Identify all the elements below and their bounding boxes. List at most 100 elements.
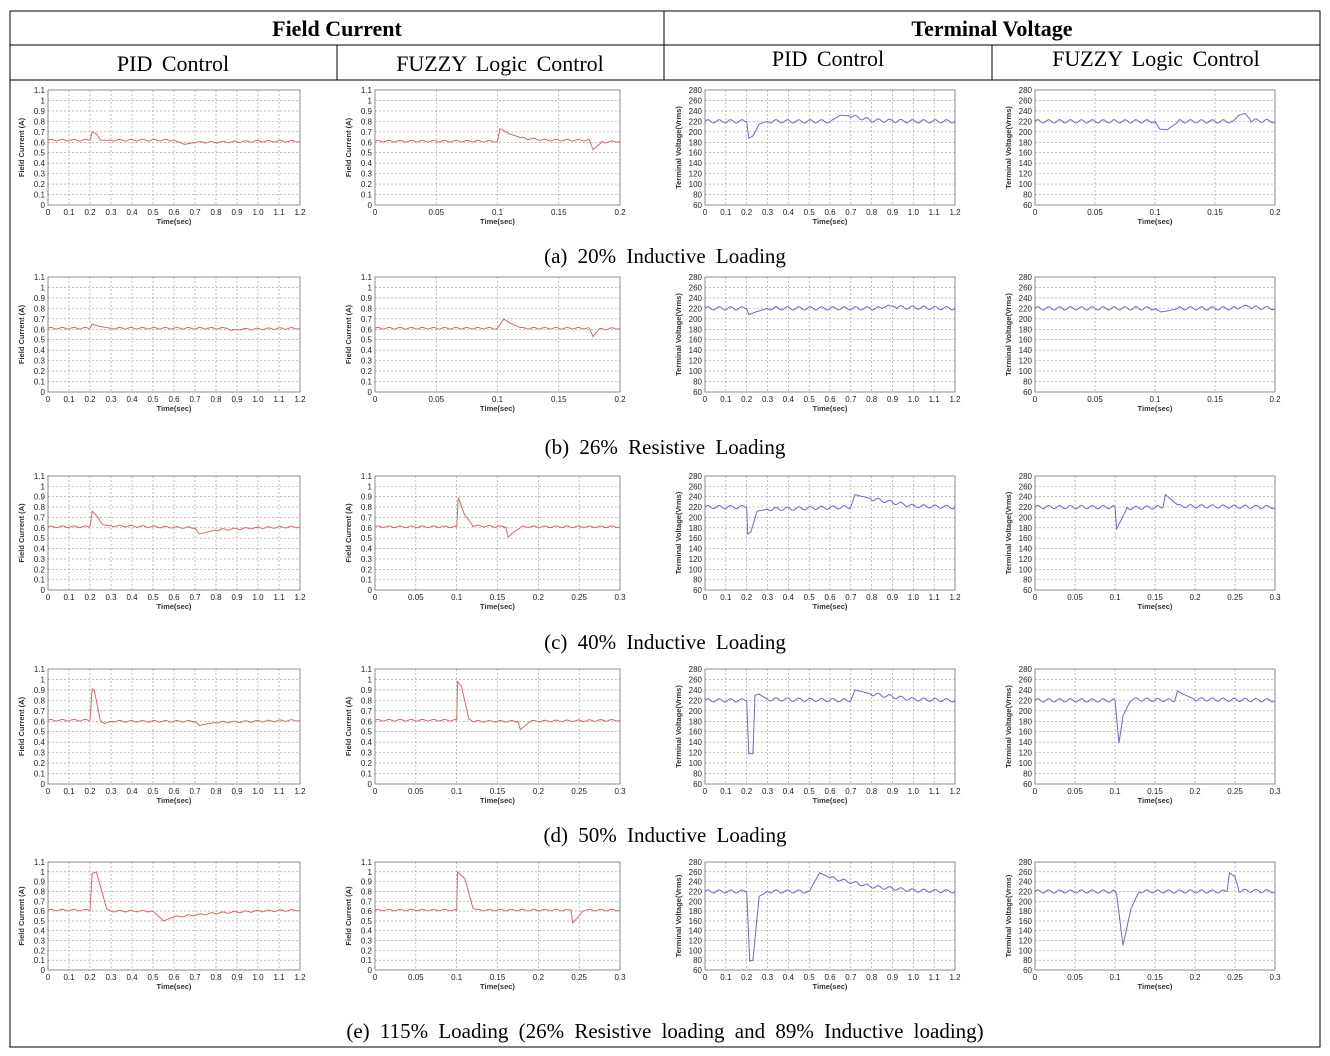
x-axis-label: Time(sec) xyxy=(1138,404,1173,413)
x-tick-label: 0.7 xyxy=(189,395,201,404)
x-tick-label: 0.1 xyxy=(63,208,75,217)
x-tick-label: 0.1 xyxy=(451,787,463,796)
x-tick-label: 0.1 xyxy=(63,395,75,404)
x-tick-label: 0.7 xyxy=(845,593,857,602)
x-tick-label: 0.2 xyxy=(84,395,96,404)
x-axis-label: Time(sec) xyxy=(480,217,515,226)
x-tick-label: 1.2 xyxy=(294,973,306,982)
y-tick-label: 0.5 xyxy=(34,149,46,158)
x-tick-label: 0 xyxy=(46,787,51,796)
y-tick-label: 0.9 xyxy=(361,686,373,695)
y-tick-label: 120 xyxy=(1019,170,1033,179)
plot-frame xyxy=(1034,861,1276,971)
x-tick-label: 0.1 xyxy=(63,787,75,796)
y-tick-label: 0.8 xyxy=(361,887,373,896)
y-tick-label: 280 xyxy=(689,665,703,674)
x-tick-label: 0.5 xyxy=(147,787,159,796)
y-axis-label: Terminal Voltage(Vrms) xyxy=(674,106,683,189)
x-tick-label: 0.1 xyxy=(1149,395,1161,404)
x-tick-label: 0 xyxy=(46,395,51,404)
x-tick-label: 0.1 xyxy=(1109,593,1121,602)
plot-frame xyxy=(374,668,621,785)
y-tick-label: 0 xyxy=(41,966,46,975)
header-pid-field: PID Control xyxy=(117,51,229,76)
y-tick-label: 0.8 xyxy=(361,503,373,512)
field-current-series-line xyxy=(47,871,301,922)
y-tick-label: 0.3 xyxy=(34,357,46,366)
x-tick-label: 0.9 xyxy=(231,593,243,602)
y-tick-label: 1 xyxy=(41,96,46,105)
y-tick-label: 160 xyxy=(689,728,703,737)
y-axis-label: Terminal Voltage(Vrms) xyxy=(674,293,683,376)
y-tick-label: 240 xyxy=(1019,294,1033,303)
caption-b: (b) 26% Resistive Loading xyxy=(545,435,786,459)
x-tick-label: 0.05 xyxy=(1067,973,1083,982)
field-current-series-line xyxy=(47,323,301,331)
x-tick-label: 0.1 xyxy=(1149,208,1161,217)
y-tick-label: 0.1 xyxy=(34,770,46,779)
x-tick-label: 0 xyxy=(703,395,708,404)
y-tick-label: 80 xyxy=(693,770,702,779)
y-tick-label: 0.1 xyxy=(361,191,373,200)
x-tick-label: 0.05 xyxy=(1067,593,1083,602)
x-tick-label: 0 xyxy=(46,593,51,602)
x-tick-label: 1.0 xyxy=(252,395,264,404)
y-tick-label: 0 xyxy=(41,388,46,397)
x-tick-label: 1.0 xyxy=(252,973,264,982)
y-tick-label: 1.1 xyxy=(34,86,46,95)
x-tick-label: 0.6 xyxy=(168,395,180,404)
chart-3-0: 00.10.20.30.40.50.60.70.80.911.10 0.1 0.2 0… xyxy=(17,665,306,805)
y-tick-label: 240 xyxy=(1019,107,1033,116)
y-tick-label: 220 xyxy=(689,117,703,126)
y-tick-label: 1.1 xyxy=(34,665,46,674)
x-tick-label: 0.2 xyxy=(84,593,96,602)
y-axis-label: Terminal Voltage(Vrms) xyxy=(1004,293,1013,376)
y-axis-label: Field Current (A) xyxy=(344,886,353,946)
y-tick-label: 280 xyxy=(1019,273,1033,282)
y-tick-label: 0.2 xyxy=(34,759,46,768)
y-tick-label: 0.5 xyxy=(361,917,373,926)
y-tick-label: 200 xyxy=(1019,707,1033,716)
x-tick-label: 1.2 xyxy=(294,593,306,602)
y-tick-label: 220 xyxy=(689,304,703,313)
x-tick-label: 0.25 xyxy=(571,787,587,796)
y-tick-label: 0 xyxy=(41,780,46,789)
plot-frame xyxy=(47,668,301,785)
x-tick-label: 0.05 xyxy=(1067,787,1083,796)
terminal-voltage-series-line xyxy=(1034,112,1276,131)
y-tick-label: 1 xyxy=(41,675,46,684)
y-tick-label: 120 xyxy=(689,170,703,179)
terminal-voltage-series-line xyxy=(704,304,956,316)
x-tick-label: 1.0 xyxy=(908,208,920,217)
y-tick-label: 180 xyxy=(1019,717,1033,726)
x-tick-label: 1.0 xyxy=(908,395,920,404)
y-tick-label: 0.6 xyxy=(361,138,373,147)
x-tick-label: 0.15 xyxy=(490,787,506,796)
y-tick-label: 80 xyxy=(1023,956,1032,965)
x-tick-label: 0.9 xyxy=(231,787,243,796)
y-tick-label: 0 xyxy=(41,586,46,595)
x-axis-label: Time(sec) xyxy=(480,982,515,991)
x-axis-label: Time(sec) xyxy=(480,404,515,413)
x-tick-label: 0.2 xyxy=(741,208,753,217)
y-tick-label: 140 xyxy=(689,346,703,355)
y-tick-label: 0.2 xyxy=(34,565,46,574)
y-tick-label: 0.2 xyxy=(34,180,46,189)
y-axis-label: Terminal Voltage(Vrms) xyxy=(1004,491,1013,574)
x-tick-label: 1.2 xyxy=(294,208,306,217)
field-current-series-line xyxy=(374,497,621,539)
x-tick-label: 0.9 xyxy=(231,395,243,404)
x-tick-label: 1.2 xyxy=(949,787,961,796)
y-tick-label: 160 xyxy=(1019,149,1033,158)
y-tick-label: 60 xyxy=(693,966,702,975)
y-tick-label: 0.5 xyxy=(34,336,46,345)
y-tick-label: 200 xyxy=(689,315,703,324)
x-tick-label: 0 xyxy=(373,787,378,796)
y-tick-label: 240 xyxy=(689,493,703,502)
x-tick-label: 0.15 xyxy=(1207,208,1223,217)
y-tick-label: 0.7 xyxy=(361,897,373,906)
x-tick-label: 0.4 xyxy=(783,973,795,982)
y-tick-label: 200 xyxy=(689,128,703,137)
